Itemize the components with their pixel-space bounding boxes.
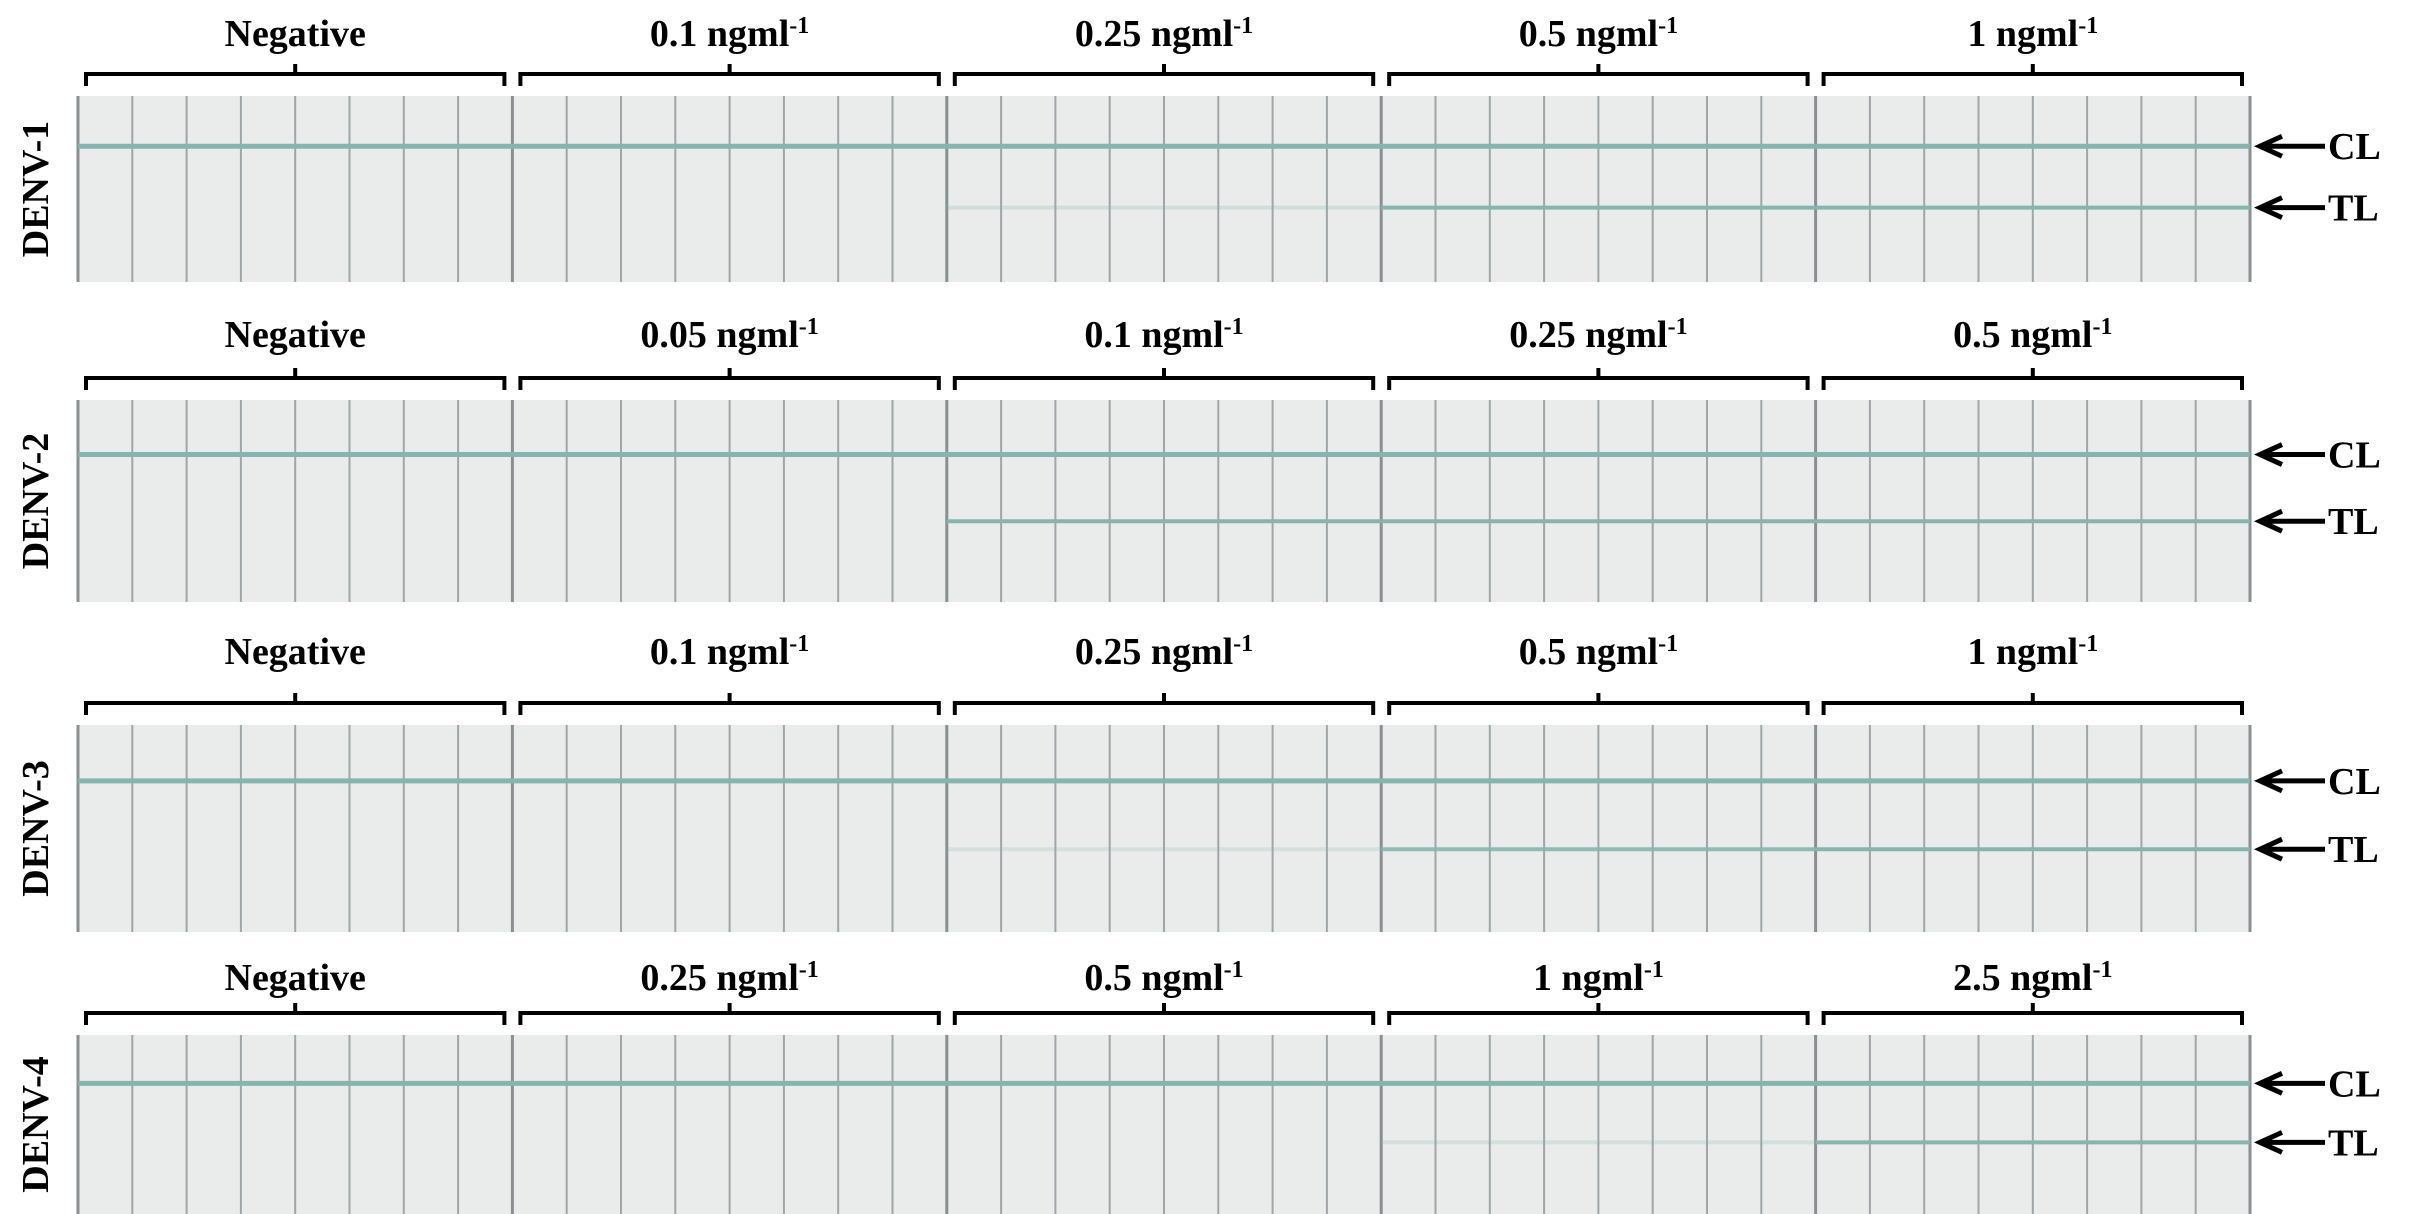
group-label-sup: -1	[789, 631, 809, 657]
arrow	[2253, 1130, 2325, 1155]
group-label-text: 0.5 ngml	[1953, 314, 2092, 356]
group-label: 0.5 ngml-1	[1519, 13, 1678, 55]
group-label-text: 0.5 ngml	[1519, 13, 1658, 55]
cl-label: CL	[2328, 761, 2381, 803]
group-label-text: Negative	[225, 314, 366, 356]
group-label: 0.25 ngml-1	[640, 957, 818, 999]
group-label: 0.25 ngml-1	[1075, 631, 1253, 673]
group-label-sup: -1	[1658, 13, 1678, 39]
group-bracket	[84, 64, 507, 86]
group-label-text: Negative	[225, 957, 366, 999]
group-bracket	[84, 368, 507, 390]
group-label-text: Negative	[225, 631, 366, 673]
group-label: 0.1 ngml-1	[650, 631, 809, 673]
arrow	[2253, 195, 2325, 220]
group-label-sup: -1	[1233, 13, 1253, 39]
arrow	[2253, 508, 2325, 534]
group-label-text: 0.5 ngml	[1084, 957, 1223, 999]
arrow	[2253, 1071, 2325, 1096]
group-label-text: 0.25 ngml	[1509, 314, 1667, 356]
group-label-text: 0.1 ngml	[650, 631, 789, 673]
group-label-text: 2.5 ngml	[1953, 957, 2092, 999]
group-label: 2.5 ngml-1	[1953, 957, 2112, 999]
group-bracket	[1821, 64, 2244, 86]
group-label-text: 0.1 ngml	[1084, 314, 1223, 356]
group-bracket	[1387, 64, 1810, 86]
group-bracket	[952, 64, 1376, 86]
group-label: 0.1 ngml-1	[650, 13, 809, 55]
group-label-sup: -1	[1224, 957, 1244, 983]
group-label-sup: -1	[1668, 314, 1688, 340]
group-bracket	[1387, 693, 1810, 715]
group-label-sup: -1	[1658, 631, 1678, 657]
group-label-sup: -1	[2092, 957, 2112, 983]
group-bracket	[1821, 693, 2244, 715]
group-label: 0.25 ngml-1	[1509, 314, 1687, 356]
group-label-sup: -1	[2092, 314, 2112, 340]
tl-label: TL	[2328, 501, 2379, 543]
group-label-sup: -1	[1224, 314, 1244, 340]
arrow	[2253, 768, 2325, 794]
group-label-text: 0.25 ngml	[640, 957, 798, 999]
group-label-sup: -1	[799, 314, 819, 340]
group-label-sup: -1	[1233, 631, 1253, 657]
group-label: Negative	[225, 631, 366, 673]
cl-label: CL	[2328, 435, 2381, 477]
tl-label: TL	[2328, 829, 2379, 871]
group-label: 0.05 ngml-1	[640, 314, 818, 356]
group-label-text: 0.05 ngml	[640, 314, 798, 356]
group-bracket	[84, 1003, 507, 1025]
group-label-sup: -1	[799, 957, 819, 983]
group-bracket	[518, 1003, 941, 1025]
arrow	[2253, 133, 2325, 159]
row-label: DENV-1	[15, 121, 57, 258]
cl-label: CL	[2328, 1063, 2381, 1105]
group-label-text: 0.5 ngml	[1519, 631, 1658, 673]
group-bracket	[518, 64, 941, 86]
group-label-text: 0.25 ngml	[1075, 631, 1233, 673]
tl-label: TL	[2328, 188, 2379, 230]
group-bracket	[84, 693, 507, 715]
row-label: DENV-3	[15, 760, 57, 897]
group-label-sup: -1	[2078, 13, 2098, 39]
group-bracket	[1821, 1003, 2244, 1025]
tl-label: TL	[2328, 1122, 2379, 1164]
group-label: 0.5 ngml-1	[1084, 957, 1243, 999]
group-label-sup: -1	[1644, 957, 1664, 983]
group-label: 1 ngml-1	[1967, 13, 2098, 55]
cl-label: CL	[2328, 126, 2381, 168]
group-label-text: 0.1 ngml	[650, 13, 789, 55]
group-label-text: 1 ngml	[1967, 13, 2078, 55]
group-label: 0.5 ngml-1	[1519, 631, 1678, 673]
group-label-sup: -1	[2078, 631, 2098, 657]
group-label: 0.1 ngml-1	[1084, 314, 1243, 356]
group-bracket	[952, 693, 1376, 715]
group-label-text: 1 ngml	[1967, 631, 2078, 673]
group-bracket	[1387, 1003, 1810, 1025]
group-label-text: 0.25 ngml	[1075, 13, 1233, 55]
row-label: DENV-4	[15, 1056, 57, 1193]
group-label: Negative	[225, 314, 366, 356]
group-bracket	[1821, 368, 2244, 390]
group-label: Negative	[225, 957, 366, 999]
row-label: DENV-2	[15, 433, 57, 570]
group-label-text: 1 ngml	[1533, 957, 1644, 999]
group-label: Negative	[225, 13, 366, 55]
group-bracket	[518, 693, 941, 715]
group-label-text: Negative	[225, 13, 366, 55]
group-bracket	[518, 368, 941, 390]
arrow	[2253, 836, 2325, 862]
group-label: 1 ngml-1	[1967, 631, 2098, 673]
group-label-sup: -1	[789, 13, 809, 39]
group-label: 0.25 ngml-1	[1075, 13, 1253, 55]
arrow	[2253, 442, 2325, 467]
group-bracket	[952, 368, 1376, 390]
group-label: 0.5 ngml-1	[1953, 314, 2112, 356]
group-bracket	[952, 1003, 1376, 1025]
group-label: 1 ngml-1	[1533, 957, 1664, 999]
group-bracket	[1387, 368, 1810, 390]
